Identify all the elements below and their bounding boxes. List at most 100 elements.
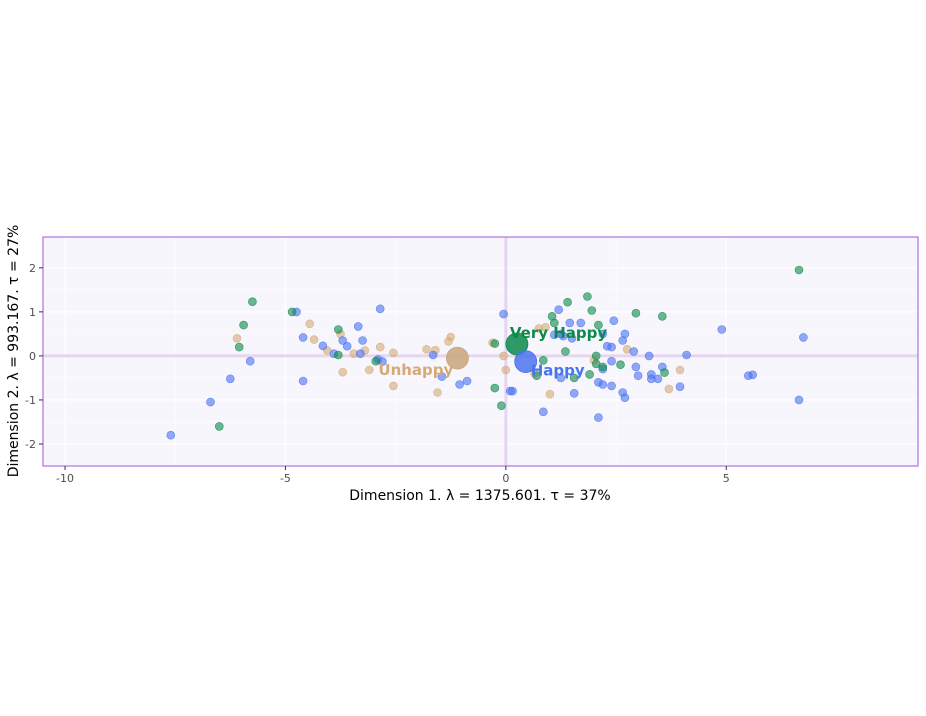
happy-point: [455, 380, 464, 389]
happy-point: [298, 333, 308, 342]
unhappy-point: [541, 322, 550, 332]
unhappy-centroid: [445, 346, 469, 370]
very-happy-point: [591, 359, 601, 369]
happy-point: [356, 349, 365, 359]
unhappy-point: [305, 319, 315, 329]
panel-border: [42, 236, 919, 467]
happy-point: [569, 388, 579, 398]
plot-panel: [43, 237, 918, 466]
happy-point: [717, 325, 727, 334]
very-happy-point: [587, 306, 597, 315]
happy-point: [799, 333, 808, 342]
happy-point: [607, 356, 616, 366]
unhappy-point: [309, 335, 319, 344]
unhappy-point: [364, 365, 374, 375]
y-axis-title: Dimension 2. λ = 993.167. τ = 27%: [6, 225, 22, 478]
x-tick-label: 5: [723, 472, 730, 485]
very-happy-label: Very Happy: [510, 324, 608, 342]
very-happy-point: [287, 307, 297, 317]
happy-point: [633, 371, 643, 381]
happy-point: [576, 318, 586, 328]
very-happy-point: [569, 373, 579, 383]
happy-point: [342, 341, 352, 351]
happy-point: [298, 376, 308, 386]
very-happy-point: [538, 355, 548, 365]
happy-point: [558, 331, 568, 341]
happy-point: [437, 372, 447, 381]
happy-point: [618, 336, 628, 345]
happy-point: [428, 350, 438, 360]
unhappy-point: [675, 365, 685, 375]
very-happy-point: [497, 401, 506, 411]
unhappy-point: [232, 333, 242, 343]
very-happy-point: [594, 320, 603, 330]
happy-label: Happy: [531, 362, 585, 380]
category-centroids: Very Happy Happy Unhappy: [378, 324, 607, 380]
unhappy-point: [338, 367, 348, 377]
very-happy-point: [490, 339, 500, 348]
very-happy-point: [490, 383, 500, 393]
y-tick-label: -2: [25, 438, 36, 451]
happy-point: [556, 373, 566, 383]
happy-point: [609, 316, 619, 326]
very-happy-point: [549, 318, 559, 328]
happy-point: [499, 309, 508, 319]
happy-point: [653, 374, 663, 384]
panel-background: [43, 237, 918, 466]
very-happy-point: [234, 342, 244, 352]
very-happy-point: [631, 308, 641, 318]
happy-point: [631, 362, 641, 372]
happy-point: [598, 380, 608, 389]
happy-point: [675, 382, 685, 392]
unhappy-point: [545, 389, 555, 399]
very-happy-point: [371, 356, 381, 366]
happy-point: [462, 376, 472, 386]
unhappy-point: [375, 342, 385, 352]
very-happy-point: [248, 297, 257, 307]
unhappy-point: [389, 381, 398, 391]
very-happy-point: [333, 325, 343, 334]
happy-point: [538, 407, 548, 417]
unhappy-point: [433, 388, 442, 397]
happy-point: [245, 356, 255, 366]
x-tick-label: -5: [280, 472, 291, 485]
y-tick-label: -1: [25, 394, 36, 407]
y-tick-label: 2: [29, 262, 36, 275]
very-happy-point: [585, 370, 594, 379]
very-happy-point: [333, 350, 343, 360]
unhappy-point: [501, 365, 511, 375]
panel-frame: [42, 236, 919, 467]
happy-point: [607, 342, 616, 352]
happy-point: [629, 347, 639, 356]
unhappy-point: [422, 344, 431, 354]
happy-point: [598, 329, 608, 339]
very-happy-point: [532, 371, 542, 381]
happy-point: [748, 370, 758, 380]
x-axis-title: Dimension 1. λ = 1375.601. τ = 37%: [349, 488, 610, 504]
happy-point: [226, 374, 235, 384]
happy-point: [794, 395, 804, 405]
happy-point: [353, 322, 363, 331]
x-tick-label: -10: [56, 472, 74, 485]
reference-lines: [43, 237, 918, 466]
happy-centroid: [514, 350, 538, 374]
happy-point: [206, 397, 215, 407]
very-happy-point: [563, 297, 572, 307]
very-happy-point: [583, 292, 592, 301]
happy-point: [549, 330, 559, 340]
very-happy-point: [616, 360, 625, 370]
happy-point: [166, 430, 176, 440]
happy-point: [338, 336, 348, 345]
happy-point: [565, 318, 575, 328]
happy-point: [554, 305, 564, 315]
happy-point: [607, 381, 616, 391]
y-tick-label: 1: [29, 306, 36, 319]
very-happy-point: [239, 320, 248, 330]
very-happy-point: [794, 265, 804, 275]
y-tick-label: 0: [29, 350, 36, 363]
very-happy-point: [561, 347, 570, 356]
unhappy-label: Unhappy: [378, 361, 453, 379]
happy-point: [594, 413, 603, 422]
